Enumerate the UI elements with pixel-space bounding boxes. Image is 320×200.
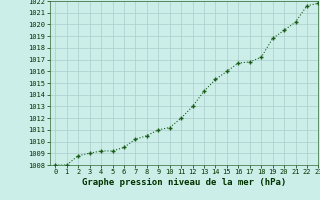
X-axis label: Graphe pression niveau de la mer (hPa): Graphe pression niveau de la mer (hPa): [82, 178, 286, 187]
